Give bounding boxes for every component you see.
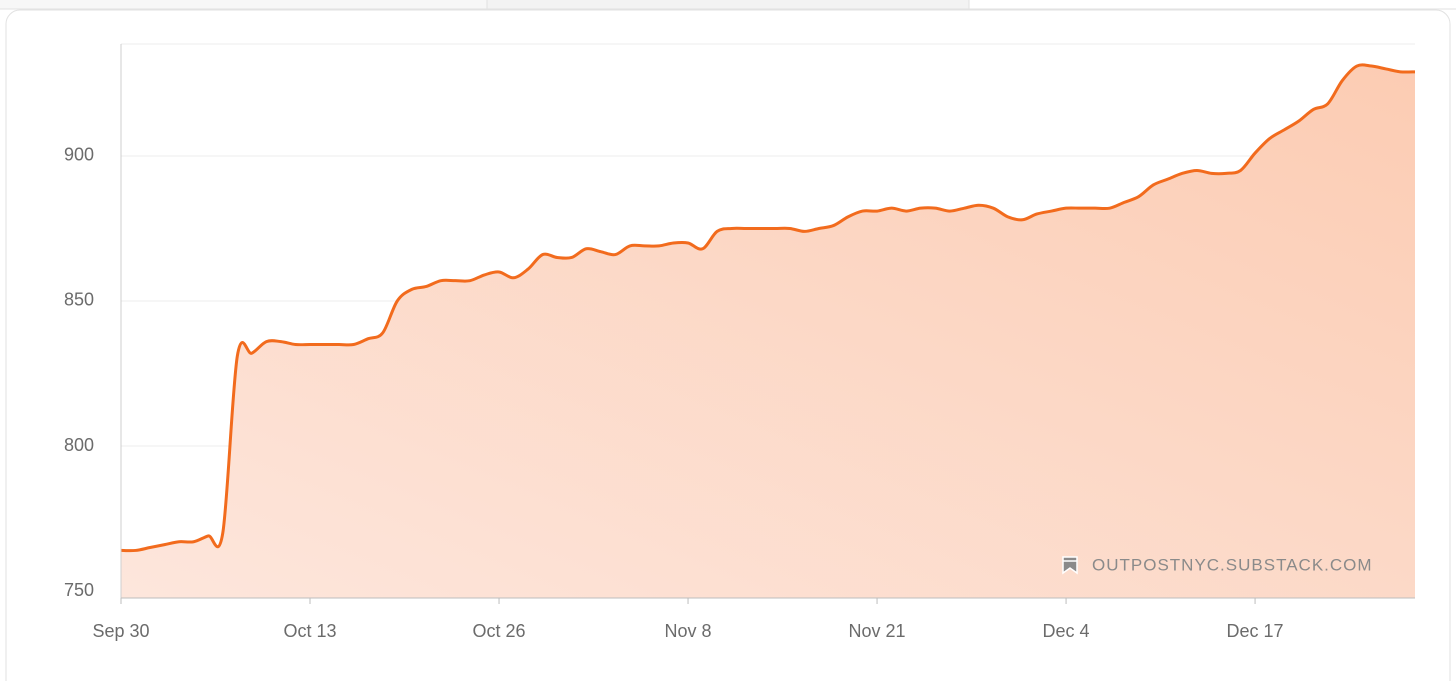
bookmark-icon xyxy=(1062,556,1078,575)
area xyxy=(121,64,1415,598)
watermark: OUTPOSTNYC.SUBSTACK.COM xyxy=(1092,555,1373,574)
y-tick-label: 900 xyxy=(64,145,94,165)
y-tick-label: 800 xyxy=(64,435,94,455)
y-tick-label: 750 xyxy=(64,580,94,600)
x-tick-label: Oct 26 xyxy=(473,621,526,641)
tab[interactable] xyxy=(486,0,970,10)
card xyxy=(5,9,1451,681)
x-tick-label: Sep 30 xyxy=(92,621,149,641)
x-tick-label: Dec 17 xyxy=(1227,621,1284,641)
x-tick-label: Dec 4 xyxy=(1043,621,1090,641)
x-tick-label: Oct 13 xyxy=(283,621,336,641)
tab[interactable] xyxy=(0,0,488,10)
line xyxy=(120,63,1416,553)
x-tick-label: Nov 21 xyxy=(849,621,906,641)
plot: 750 800 850 900 Sep 30 Oct 13 Oct 26 Nov 8 Nov 2… xyxy=(64,43,1416,641)
y-tick-label: 850 xyxy=(64,290,94,310)
x-tick-label: Nov 8 xyxy=(665,621,712,641)
tab[interactable] xyxy=(968,0,1456,10)
